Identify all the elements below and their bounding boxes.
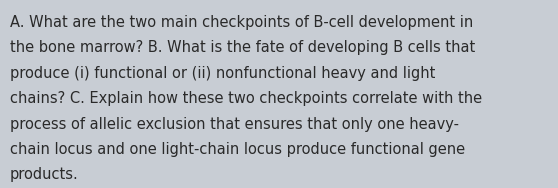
Text: products.: products.: [10, 167, 79, 182]
Text: process of allelic exclusion that ensures that only one heavy-: process of allelic exclusion that ensure…: [10, 117, 459, 132]
Text: chains? C. Explain how these two checkpoints correlate with the: chains? C. Explain how these two checkpo…: [10, 91, 482, 106]
Text: chain locus and one light-chain locus produce functional gene: chain locus and one light-chain locus pr…: [10, 142, 465, 157]
Text: the bone marrow? B. What is the fate of developing B cells that: the bone marrow? B. What is the fate of …: [10, 40, 475, 55]
Text: A. What are the two main checkpoints of B-cell development in: A. What are the two main checkpoints of …: [10, 15, 473, 30]
Text: produce (i) functional or (ii) nonfunctional heavy and light: produce (i) functional or (ii) nonfuncti…: [10, 66, 435, 81]
